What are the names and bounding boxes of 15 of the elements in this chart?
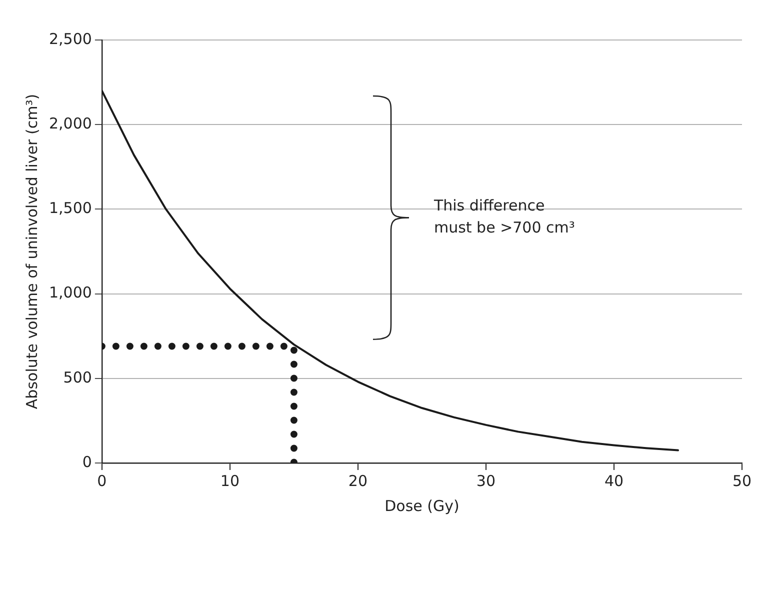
y-tick-label: 1,000 bbox=[48, 284, 92, 302]
y-tick-label: 2,000 bbox=[48, 114, 92, 132]
y-axis-title: Absolute volume of uninvolved liver (cm³) bbox=[22, 94, 41, 410]
y-tick-label: 2,500 bbox=[48, 30, 92, 48]
x-tick-label: 30 bbox=[476, 472, 496, 490]
y-tick-label: 500 bbox=[63, 368, 92, 386]
x-tick-label: 50 bbox=[732, 472, 752, 490]
x-tick-label: 0 bbox=[97, 472, 107, 490]
y-tick-label: 1,500 bbox=[48, 199, 92, 218]
x-tick-label: 20 bbox=[348, 472, 368, 490]
y-tick-label: 0 bbox=[82, 452, 92, 471]
x-tick-label: 10 bbox=[220, 472, 240, 490]
x-tick-label: 40 bbox=[604, 472, 624, 490]
annotation: This difference must be >700 cm³ bbox=[432, 196, 575, 237]
x-axis-title: Dose (Gy) bbox=[384, 496, 460, 515]
